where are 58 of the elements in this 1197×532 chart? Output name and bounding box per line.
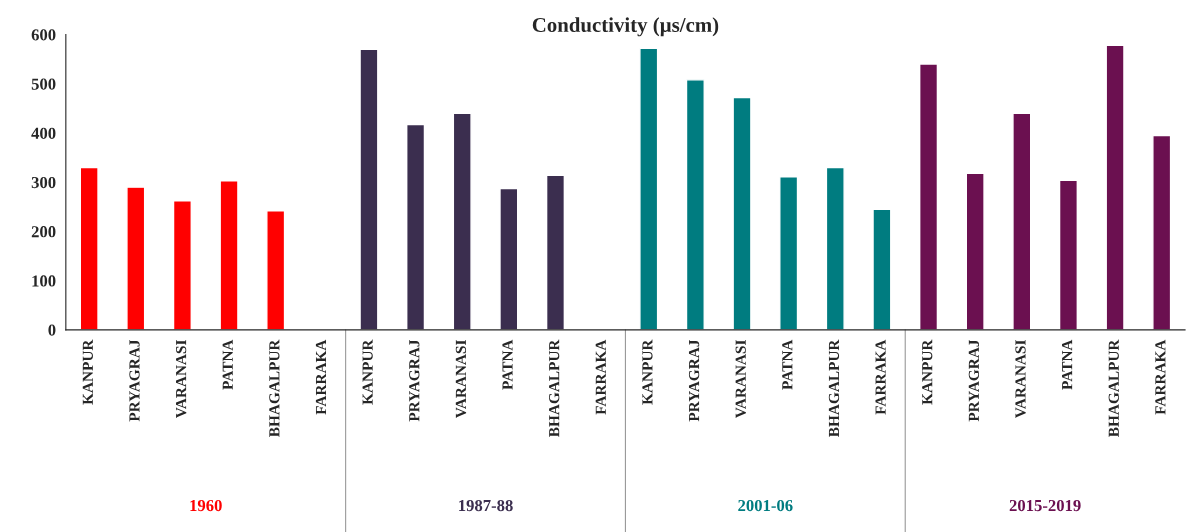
y-tick-label: 400 [31, 127, 56, 139]
x-tick-label: FARRAKA [875, 339, 886, 415]
bar [406, 123, 426, 330]
bar [1012, 112, 1032, 330]
bar [1105, 44, 1125, 330]
x-tick-label: BHAGALPUR [269, 339, 280, 437]
y-tick-label: 600 [31, 29, 56, 41]
bar [732, 96, 752, 330]
text: 2001-06 [738, 499, 793, 512]
bar [779, 176, 799, 330]
y-tick-label: 200 [31, 226, 56, 238]
y-tick-label: 100 [32, 275, 56, 287]
x-tick-label: PATNA [782, 339, 793, 390]
bar [79, 166, 99, 330]
bar [499, 187, 519, 330]
x-tick-label: FARRAKA [595, 339, 606, 415]
x-tick-label: BHAGALPUR [1108, 339, 1119, 437]
bar [685, 79, 705, 330]
x-tick-label: KANPUR [362, 339, 373, 405]
bar [359, 48, 379, 330]
x-tick-label: BHAGALPUR [828, 339, 840, 437]
bar [918, 63, 939, 330]
bar [965, 172, 985, 330]
x-tick-label: VARANASI [175, 340, 187, 419]
x-tick-label: KANPUR [922, 339, 933, 405]
x-tick-label: PRYAGRAJ [968, 339, 980, 422]
x-tick-label: VARANASI [455, 340, 467, 419]
bar [172, 200, 192, 330]
chart-title: Conductivity (µs/cm) [532, 17, 719, 37]
x-tick-label: KANPUR [642, 339, 653, 405]
x-tick-label: BHAGALPUR [549, 339, 560, 437]
bar [1152, 134, 1172, 330]
x-tick-label: PRYAGRAJ [129, 339, 140, 422]
bar [219, 180, 239, 330]
x-tick-label: PATNA [502, 339, 513, 390]
x-tick-label: PATNA [222, 339, 233, 390]
y-tick-label: 0 [48, 324, 56, 336]
x-tick-label: FARRAKA [1155, 339, 1166, 415]
x-tick-label: PRYAGRAJ [688, 339, 700, 422]
x-tick-label: VARANASI [735, 340, 746, 419]
text: 1987-88 [459, 499, 513, 512]
bar [639, 47, 659, 330]
bar [825, 166, 845, 330]
bar [452, 112, 472, 330]
x-tick-label: VARANASI [1015, 340, 1026, 419]
bar [872, 208, 892, 330]
x-tick-label: PATNA [1062, 339, 1073, 390]
bar [1058, 179, 1079, 330]
y-tick-label: 500 [31, 78, 56, 90]
bar [266, 210, 286, 330]
text: 1960 [190, 499, 222, 512]
x-tick-label: PRYAGRAJ [409, 339, 420, 422]
y-tick-label: 300 [31, 176, 56, 189]
x-tick-label: KANPUR [82, 339, 93, 405]
x-tick-label: FARRAKA [315, 339, 326, 415]
bar [545, 174, 566, 330]
bar [126, 186, 146, 330]
text: 2015-2019 [1009, 499, 1081, 512]
